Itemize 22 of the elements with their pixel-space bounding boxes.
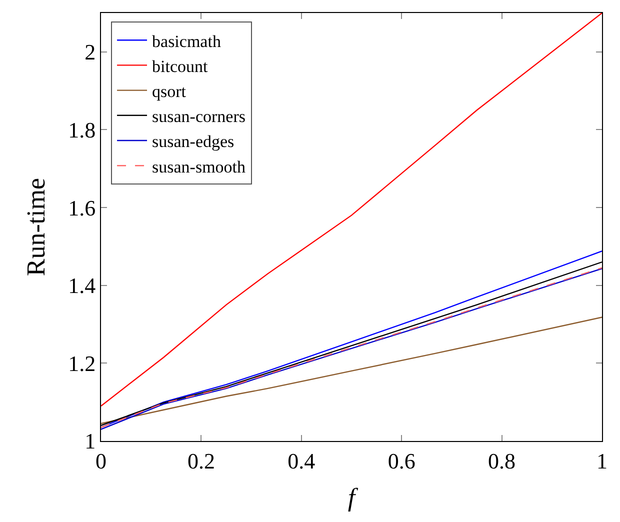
legend-label: basicmath — [152, 32, 222, 51]
legend-label: susan-corners — [152, 107, 246, 126]
legend-label: qsort — [152, 82, 186, 101]
x-axis-title: f — [348, 483, 359, 512]
legend-label: susan-edges — [152, 132, 234, 152]
y-tick-label: 1 — [84, 428, 96, 454]
line-series — [101, 13, 602, 407]
y-axis-title: Run-time — [22, 178, 50, 276]
x-tick-label: 0.4 — [288, 448, 316, 474]
x-tick-label: 0 — [96, 448, 106, 474]
y-tick-label: 1.4 — [68, 273, 96, 298]
y-tick-label: 2 — [84, 40, 96, 65]
y-tick-label: 1.2 — [68, 350, 96, 376]
y-tick-label: 1.8 — [68, 117, 96, 142]
legend-label: bitcount — [152, 56, 208, 76]
x-tick-label: 1 — [596, 448, 608, 474]
y-tick-label: 1.6 — [68, 195, 96, 220]
x-tick-label: 0.6 — [388, 448, 416, 474]
x-tick-label: 0.2 — [187, 448, 215, 474]
line-series — [101, 316, 602, 424]
x-tick-label: 0.8 — [488, 448, 516, 474]
legend-label: susan-smooth — [152, 157, 246, 176]
